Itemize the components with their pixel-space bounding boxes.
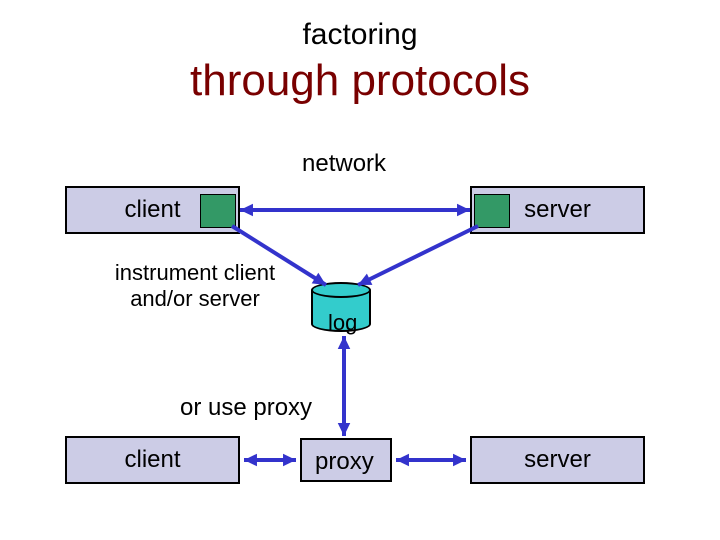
title-line-1: factoring (0, 18, 720, 52)
cylinder-top (311, 282, 371, 298)
title-line-2: through protocols (0, 56, 720, 106)
server-top-label: server (524, 196, 591, 224)
client-port (200, 194, 236, 228)
proxy-label: proxy (315, 448, 374, 476)
instrument-label: instrument client and/or server (85, 260, 305, 312)
or-use-proxy-label: or use proxy (180, 394, 312, 422)
client-top-label: client (124, 196, 180, 224)
client-box-bottom: client (65, 436, 240, 484)
server-box-bottom: server (470, 436, 645, 484)
server-bot-label: server (524, 446, 591, 474)
network-label: network (302, 150, 386, 178)
client-bot-label: client (124, 446, 180, 474)
log-label: log (328, 310, 357, 336)
server-port (474, 194, 510, 228)
